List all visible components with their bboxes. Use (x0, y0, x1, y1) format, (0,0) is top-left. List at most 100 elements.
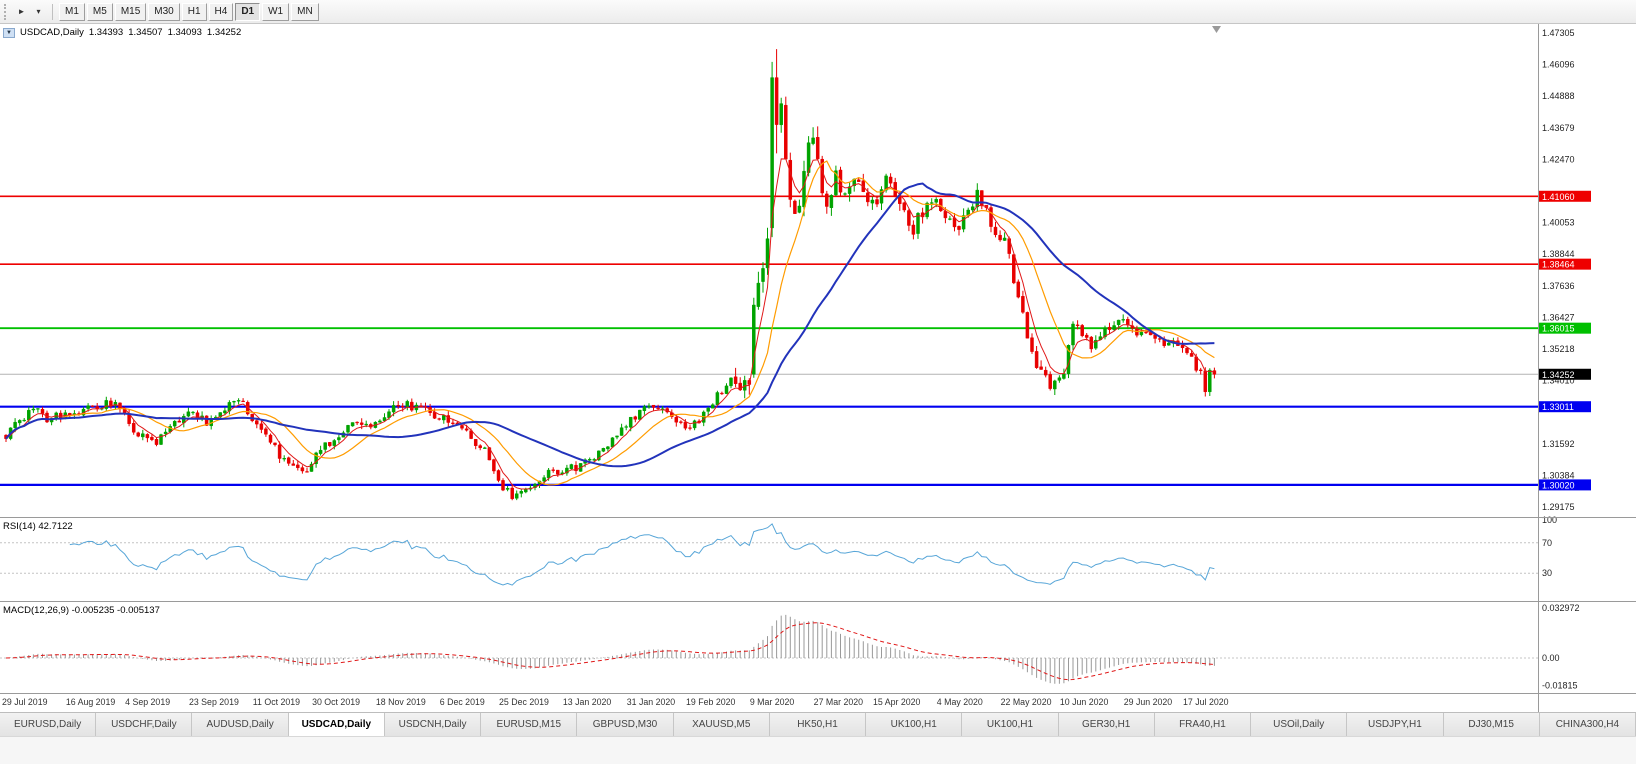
toolbar-separator (52, 3, 53, 20)
svg-text:1.31592: 1.31592 (1542, 439, 1575, 449)
chart-shift-marker-icon[interactable] (1212, 26, 1221, 33)
timeframe-button-mn[interactable]: MN (291, 2, 319, 21)
svg-text:1.41060: 1.41060 (1542, 192, 1575, 202)
tab-xauusd-m5[interactable]: XAUUSD,M5 (673, 713, 770, 736)
chart-tabbar: EURUSD,Daily USDCHF,Daily AUDUSD,Daily U… (0, 712, 1636, 736)
time-axis[interactable]: 29 Jul 2019 16 Aug 2019 4 Sep 2019 23 Sep 2… (2, 697, 1229, 707)
tab-ger30-h1[interactable]: GER30,H1 (1058, 713, 1155, 736)
price-tag (1539, 190, 1591, 202)
price-tag (1539, 368, 1591, 380)
price-tag (1539, 322, 1591, 334)
svg-text:10 Jun 2020: 10 Jun 2020 (1060, 697, 1109, 707)
price-tag (1539, 401, 1591, 413)
main-price-pane (0, 26, 1538, 501)
ma-line-13 (5, 160, 1215, 486)
svg-text:1.47305: 1.47305 (1542, 28, 1575, 38)
timeframe-button-d1[interactable]: D1 (235, 2, 261, 21)
tab-usdjpy-h1[interactable]: USDJPY,H1 (1347, 713, 1444, 736)
svg-text:30 Oct 2019: 30 Oct 2019 (312, 697, 360, 707)
svg-text:1.37636: 1.37636 (1542, 281, 1575, 291)
svg-text:16 Aug 2019: 16 Aug 2019 (66, 697, 116, 707)
svg-text:30: 30 (1542, 568, 1552, 578)
svg-text:9 Mar 2020: 9 Mar 2020 (750, 697, 795, 707)
svg-text:1.40053: 1.40053 (1542, 218, 1575, 228)
svg-text:4 May 2020: 4 May 2020 (937, 697, 983, 707)
timeframe-button-m15[interactable]: M15 (114, 2, 147, 21)
svg-text:15 Apr 2020: 15 Apr 2020 (873, 697, 921, 707)
macd-pane: 0.032972 0.00 -0.01815 (0, 603, 1580, 691)
tab-uk100-h1-2[interactable]: UK100,H1 (962, 713, 1059, 736)
macd-histogram (10, 614, 1215, 684)
svg-text:70: 70 (1542, 538, 1552, 548)
tab-hk50-h1[interactable]: HK50,H1 (769, 713, 867, 736)
svg-text:1.44888: 1.44888 (1542, 91, 1575, 101)
up-candle-bodies (8, 77, 1212, 499)
timeframe-button-m5[interactable]: M5 (86, 2, 113, 21)
price-axis[interactable]: 1.47305 1.46096 1.44888 1.43679 1.42470 1.400… (1539, 28, 1591, 512)
timeframe-button-h1[interactable]: H1 (181, 2, 207, 21)
rsi-line (69, 523, 1215, 586)
svg-text:27 Mar 2020: 27 Mar 2020 (814, 697, 863, 707)
tab-usdcnh-daily[interactable]: USDCNH,Daily (384, 713, 482, 736)
timeframe-button-m1[interactable]: M1 (59, 2, 85, 21)
svg-text:1.42470: 1.42470 (1542, 154, 1575, 164)
tab-audusd-daily[interactable]: AUDUSD,Daily (192, 713, 289, 736)
rsi-label: RSI(14) 42.7122 (3, 521, 73, 532)
chart-symbol-label: USDCAD,Daily (20, 27, 84, 38)
ohlc-close: 1.34252 (206, 27, 242, 38)
tab-usoil-daily[interactable]: USOil,Daily (1251, 713, 1348, 736)
price-tag (1539, 479, 1591, 491)
tab-gbpusd-m30[interactable]: GBPUSD,M30 (577, 713, 674, 736)
tab-usdchf-daily[interactable]: USDCHF,Daily (96, 713, 193, 736)
svg-text:100: 100 (1542, 515, 1557, 525)
ohlc-high: 1.34507 (128, 27, 163, 38)
svg-text:23 Sep 2019: 23 Sep 2019 (189, 697, 239, 707)
collapse-chart-button[interactable]: ▼ (3, 27, 15, 38)
chart-title: ▼ USDCAD,Daily 1.34393 1.34507 1.34093 1… (3, 27, 241, 38)
price-tag (1539, 258, 1591, 270)
ma-line-34 (5, 182, 1215, 468)
timeframe-button-h4[interactable]: H4 (208, 2, 234, 21)
svg-text:13 Jan 2020: 13 Jan 2020 (563, 697, 612, 707)
chart-canvas[interactable]: 100 70 30 0.032972 0.00 -0.01815 1.47305 1.4609… (0, 24, 1636, 712)
svg-text:1.38464: 1.38464 (1542, 260, 1575, 270)
tab-eurusd-m15[interactable]: EURUSD,M15 (481, 713, 578, 736)
svg-text:22 May 2020: 22 May 2020 (1001, 697, 1052, 707)
chart-cursor-icon[interactable]: ► (17, 7, 26, 16)
rsi-pane: 100 70 30 (0, 515, 1557, 586)
svg-text:1.38844: 1.38844 (1542, 249, 1575, 259)
up-candle-wicks (10, 61, 1211, 501)
svg-text:19 Feb 2020: 19 Feb 2020 (686, 697, 736, 707)
down-candle-wicks (5, 49, 1215, 501)
tab-dj30-m15[interactable]: DJ30,M15 (1443, 713, 1540, 736)
macd-label: MACD(12,26,9) -0.005235 -0.005137 (3, 605, 160, 616)
timeframe-button-m30[interactable]: M30 (148, 2, 180, 21)
tab-china300-h4[interactable]: CHINA300,H4 (1539, 713, 1636, 736)
ohlc-low: 1.34093 (167, 27, 202, 38)
svg-text:6 Dec 2019: 6 Dec 2019 (440, 697, 485, 707)
svg-text:1.33011: 1.33011 (1542, 402, 1574, 412)
toolbar-grip[interactable] (4, 3, 9, 20)
svg-text:4 Sep 2019: 4 Sep 2019 (125, 697, 170, 707)
tab-usdcad-daily[interactable]: USDCAD,Daily (288, 713, 385, 736)
tab-uk100-h1[interactable]: UK100,H1 (866, 713, 963, 736)
svg-text:1.43679: 1.43679 (1542, 123, 1575, 133)
svg-text:31 Jan 2020: 31 Jan 2020 (627, 697, 676, 707)
svg-text:1.29175: 1.29175 (1542, 502, 1575, 512)
svg-text:17 Jul 2020: 17 Jul 2020 (1183, 697, 1229, 707)
svg-text:-0.01815: -0.01815 (1542, 681, 1578, 691)
svg-text:11 Oct 2019: 11 Oct 2019 (253, 697, 300, 707)
svg-text:1.35218: 1.35218 (1542, 344, 1575, 354)
macd-signal-line (5, 622, 1215, 681)
svg-text:18 Nov 2019: 18 Nov 2019 (376, 697, 426, 707)
svg-text:0.032972: 0.032972 (1542, 603, 1580, 613)
tab-eurusd-daily[interactable]: EURUSD,Daily (0, 713, 97, 736)
timeframe-button-w1[interactable]: W1 (262, 2, 290, 21)
tab-fra40-h1[interactable]: FRA40,H1 (1154, 713, 1252, 736)
svg-text:0.00: 0.00 (1542, 653, 1560, 663)
svg-text:1.34252: 1.34252 (1542, 370, 1575, 380)
svg-text:29 Jun 2020: 29 Jun 2020 (1124, 697, 1173, 707)
svg-text:1.34010: 1.34010 (1542, 376, 1575, 386)
dropdown-arrow-icon[interactable]: ▾ (36, 7, 41, 16)
svg-text:25 Dec 2019: 25 Dec 2019 (499, 697, 549, 707)
